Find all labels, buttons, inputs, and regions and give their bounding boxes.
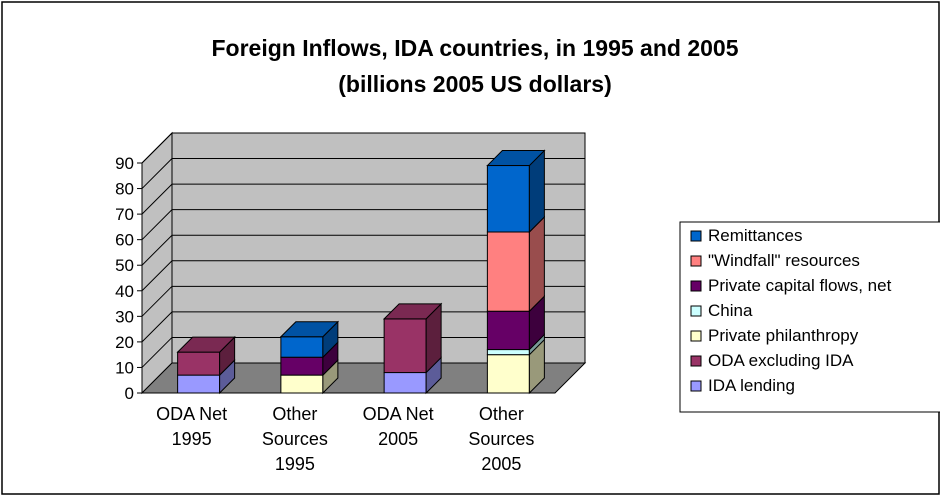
legend-swatch [690, 230, 702, 242]
legend-label: ODA excluding IDA [708, 351, 854, 370]
legend-label: "Windfall" resources [708, 251, 860, 270]
legend-swatch [690, 280, 702, 292]
gridline [141, 285, 585, 317]
category-label: Other [272, 404, 317, 424]
bar-segment-front [486, 354, 530, 394]
category-label: 1995 [275, 454, 315, 474]
y-tick-label: 30 [115, 307, 134, 326]
bar-segment-front [486, 310, 530, 351]
legend-label: China [708, 301, 753, 320]
legend-swatch [690, 330, 702, 342]
category-label: Sources [468, 429, 534, 449]
category-label: Other [479, 404, 524, 424]
bar-top-face [382, 303, 443, 320]
category-label: 2005 [378, 429, 418, 449]
legend-label: Private capital flows, net [708, 276, 892, 295]
bar-segment-front [383, 372, 427, 394]
legend-swatch [690, 255, 702, 267]
gridline [141, 183, 585, 215]
y-tick-label: 20 [115, 333, 134, 352]
legend-label: IDA lending [708, 376, 795, 395]
bar-top-face [486, 150, 546, 167]
legend-label: Private philanthropy [708, 326, 859, 345]
bar-segment-front [280, 374, 324, 394]
legend-swatch [690, 380, 702, 392]
bar-top-face [279, 321, 340, 338]
gridline [141, 260, 585, 292]
category-label: Sources [262, 429, 328, 449]
bar-segment-side [528, 215, 545, 313]
y-tick-label: 50 [115, 256, 134, 275]
gridline [141, 132, 585, 164]
bar-segment-front [280, 356, 324, 376]
legend-box [679, 221, 940, 413]
category-label: ODA Net [363, 404, 434, 424]
y-tick-label: 10 [115, 358, 134, 377]
bar-segment-front [280, 336, 324, 358]
gridline [141, 336, 585, 368]
gridline [141, 311, 585, 343]
bar-segment-front [177, 351, 221, 376]
bar-segment-front [486, 165, 530, 233]
legend-swatch [690, 305, 702, 317]
bar-top-face [176, 336, 236, 353]
chart-title-line1: Foreign Inflows, IDA countries, in 1995 … [211, 35, 738, 61]
legend-swatch [690, 355, 702, 367]
y-tick-label: 80 [115, 180, 134, 199]
side-wall [141, 131, 173, 395]
bar-segment-front [486, 231, 530, 312]
plot-area: 0 10 20 30 40 50 60 70 80 90 ODA Net 1995 Other Sourc… [115, 131, 587, 474]
chart-title-line2: (billions 2005 US dollars) [338, 71, 612, 97]
gridline [141, 158, 585, 189]
bar-segment-front [177, 374, 221, 394]
gridline [141, 209, 585, 241]
y-tick-label: 90 [115, 154, 134, 173]
gridline [141, 234, 585, 266]
legend-label: Remittances [708, 226, 802, 245]
bar-segment-front [383, 318, 427, 374]
bar-segment-front [486, 349, 530, 356]
y-tick-label: 40 [115, 282, 134, 301]
category-label: 2005 [481, 454, 521, 474]
legend: Remittances "Windfall" resources Private c… [679, 221, 940, 413]
category-label: ODA Net [156, 404, 227, 424]
category-label: 1995 [172, 429, 212, 449]
y-tick-label: 0 [125, 384, 134, 403]
y-tick-label: 70 [115, 205, 134, 224]
y-tick-label: 60 [115, 231, 134, 250]
